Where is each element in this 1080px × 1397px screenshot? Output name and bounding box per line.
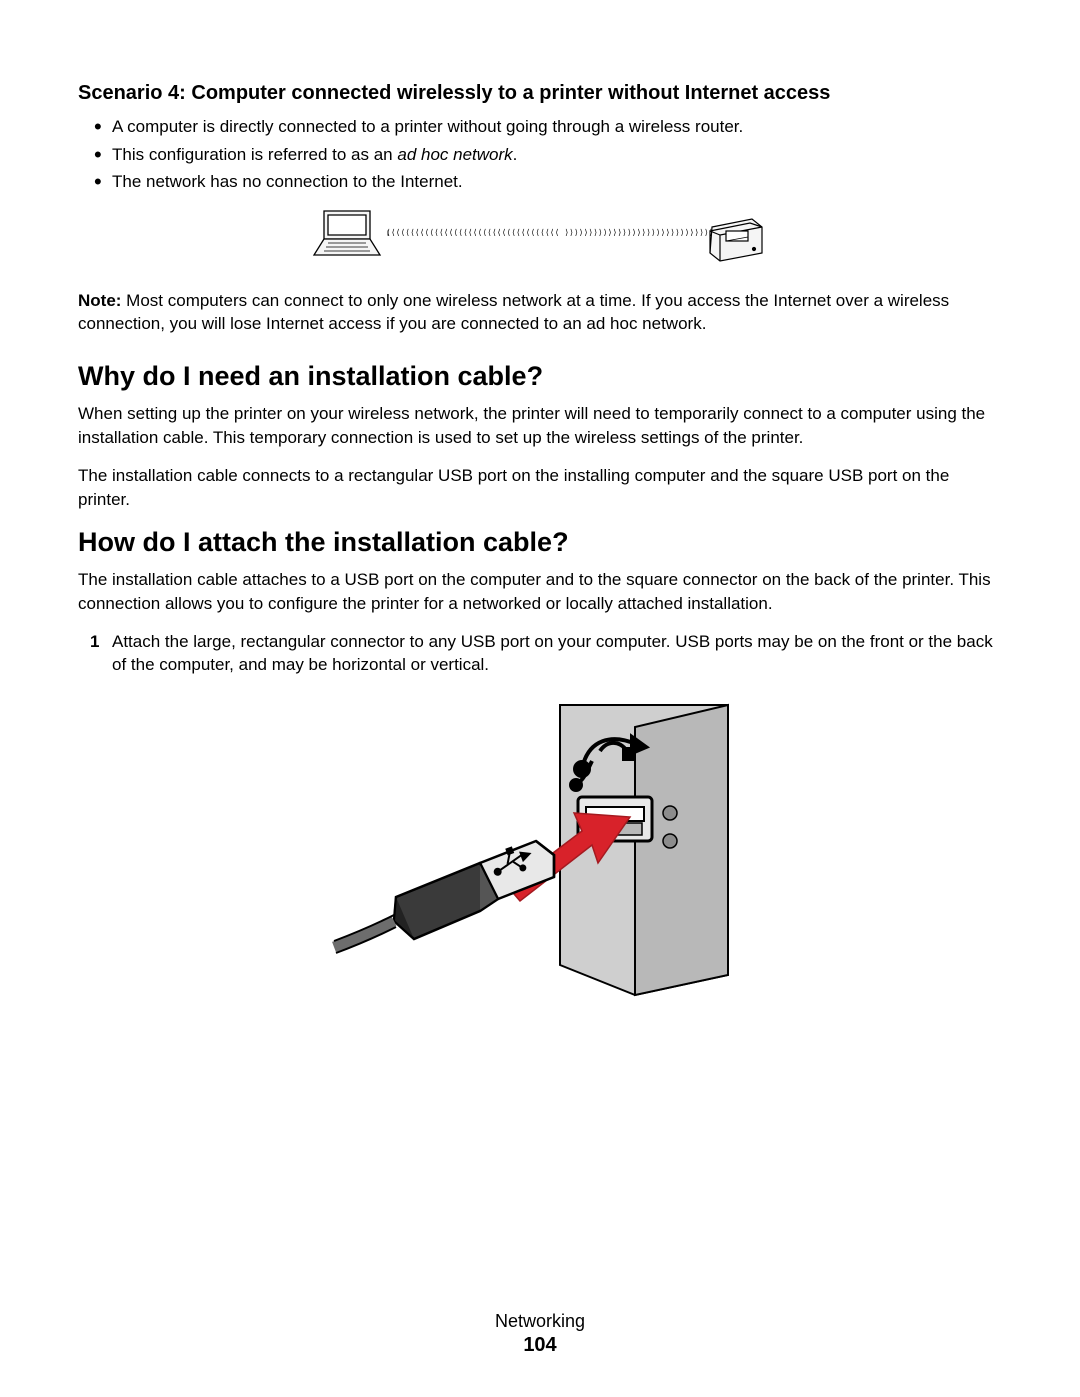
step-item-1: Attach the large, rectangular connector … bbox=[112, 630, 1002, 678]
svg-text:⟨⟨⟨⟨⟨⟨⟨⟨⟨⟨⟨⟨⟨⟨⟨⟨⟨⟨⟨⟨⟨⟨⟨⟨⟨⟨⟨⟨⟨⟨: ⟨⟨⟨⟨⟨⟨⟨⟨⟨⟨⟨⟨⟨⟨⟨⟨⟨⟨⟨⟨⟨⟨⟨⟨⟨⟨⟨⟨⟨⟨⟨⟨⟨⟨⟨⟨ ⟩⟩⟩… bbox=[386, 228, 738, 237]
laptop-icon bbox=[314, 211, 380, 255]
usb-diagram-svg bbox=[330, 695, 750, 1005]
scenario-title: Scenario 4: Computer connected wirelessl… bbox=[78, 80, 1002, 106]
wireless-signal-icon: ⟨⟨⟨⟨⟨⟨⟨⟨⟨⟨⟨⟨⟨⟨⟨⟨⟨⟨⟨⟨⟨⟨⟨⟨⟨⟨⟨⟨⟨⟨⟨⟨⟨⟨⟨⟨ ⟩⟩⟩… bbox=[386, 228, 738, 237]
footer-section-name: Networking bbox=[0, 1311, 1080, 1332]
bullet-text: The network has no connection to the Int… bbox=[112, 172, 463, 191]
usb-diagram bbox=[78, 695, 1002, 1005]
section1-paragraph-1: When setting up the printer on your wire… bbox=[78, 402, 1002, 450]
wireless-diagram: ⟨⟨⟨⟨⟨⟨⟨⟨⟨⟨⟨⟨⟨⟨⟨⟨⟨⟨⟨⟨⟨⟨⟨⟨⟨⟨⟨⟨⟨⟨⟨⟨⟨⟨⟨⟨ ⟩⟩⟩… bbox=[78, 205, 1002, 269]
section-heading-why: Why do I need an installation cable? bbox=[78, 360, 1002, 392]
steps-list: Attach the large, rectangular connector … bbox=[78, 630, 1002, 678]
bullet-text-post: . bbox=[513, 145, 518, 164]
step-1-text: Attach the large, rectangular connector … bbox=[112, 632, 993, 675]
bullet-item: The network has no connection to the Int… bbox=[112, 169, 1002, 195]
bullet-item: This configuration is referred to as an … bbox=[112, 142, 1002, 168]
wireless-diagram-svg: ⟨⟨⟨⟨⟨⟨⟨⟨⟨⟨⟨⟨⟨⟨⟨⟨⟨⟨⟨⟨⟨⟨⟨⟨⟨⟨⟨⟨⟨⟨⟨⟨⟨⟨⟨⟨ ⟩⟩⟩… bbox=[310, 205, 770, 269]
section1-paragraph-2: The installation cable connects to a rec… bbox=[78, 464, 1002, 512]
note-text: Most computers can connect to only one w… bbox=[78, 291, 949, 334]
page-footer: Networking 104 bbox=[0, 1311, 1080, 1357]
bullet-text-italic: ad hoc network bbox=[397, 145, 512, 164]
bullet-item: A computer is directly connected to a pr… bbox=[112, 114, 1002, 140]
bullet-text: A computer is directly connected to a pr… bbox=[112, 117, 743, 136]
bullet-text-pre: This configuration is referred to as an bbox=[112, 145, 397, 164]
scenario-bullet-list: A computer is directly connected to a pr… bbox=[78, 114, 1002, 195]
note-block: Note: Most computers can connect to only… bbox=[78, 289, 1002, 337]
section2-paragraph-1: The installation cable attaches to a USB… bbox=[78, 568, 1002, 616]
section-heading-how: How do I attach the installation cable? bbox=[78, 526, 1002, 558]
note-label: Note: bbox=[78, 291, 121, 310]
footer-page-number: 104 bbox=[0, 1334, 1080, 1357]
panel-hole-1 bbox=[663, 806, 677, 820]
panel-hole-2 bbox=[663, 834, 677, 848]
printer-icon bbox=[710, 219, 762, 261]
page-content: Scenario 4: Computer connected wirelessl… bbox=[0, 0, 1080, 1397]
